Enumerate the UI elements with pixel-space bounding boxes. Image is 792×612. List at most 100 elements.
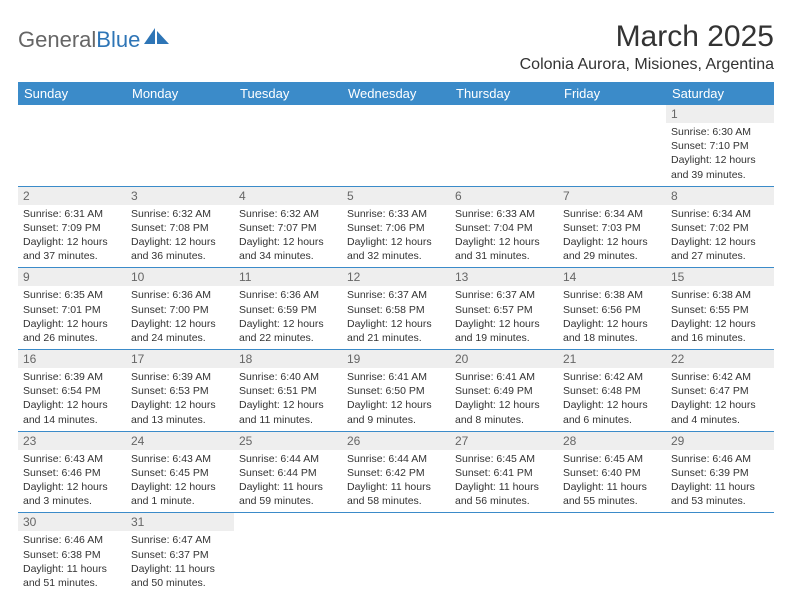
day-content: Sunrise: 6:37 AM Sunset: 6:58 PM Dayligh… [342,286,450,349]
day-content: Sunrise: 6:34 AM Sunset: 7:02 PM Dayligh… [666,205,774,268]
logo-sail-icon [144,26,170,52]
day-number: 16 [18,350,126,368]
day-content: Sunrise: 6:46 AM Sunset: 6:39 PM Dayligh… [666,450,774,513]
calendar-day-cell: 5 Sunrise: 6:33 AM Sunset: 7:06 PM Dayli… [342,186,450,268]
calendar-body: 1 Sunrise: 6:30 AM Sunset: 7:10 PM Dayli… [18,105,774,594]
day-content: Sunrise: 6:33 AM Sunset: 7:04 PM Dayligh… [450,205,558,268]
weekday-header: Wednesday [342,82,450,105]
logo-text-blue: Blue [96,27,140,53]
calendar-day-cell: 9 Sunrise: 6:35 AM Sunset: 7:01 PM Dayli… [18,268,126,350]
day-number: 9 [18,268,126,286]
calendar-day-cell: 19 Sunrise: 6:41 AM Sunset: 6:50 PM Dayl… [342,350,450,432]
calendar-empty-cell [450,513,558,594]
calendar-day-cell: 16 Sunrise: 6:39 AM Sunset: 6:54 PM Dayl… [18,350,126,432]
day-number: 24 [126,432,234,450]
calendar-day-cell: 20 Sunrise: 6:41 AM Sunset: 6:49 PM Dayl… [450,350,558,432]
calendar-row: 30 Sunrise: 6:46 AM Sunset: 6:38 PM Dayl… [18,513,774,594]
calendar-day-cell: 22 Sunrise: 6:42 AM Sunset: 6:47 PM Dayl… [666,350,774,432]
calendar-day-cell: 24 Sunrise: 6:43 AM Sunset: 6:45 PM Dayl… [126,431,234,513]
day-content: Sunrise: 6:38 AM Sunset: 6:56 PM Dayligh… [558,286,666,349]
day-number: 4 [234,187,342,205]
day-number: 18 [234,350,342,368]
day-content: Sunrise: 6:36 AM Sunset: 6:59 PM Dayligh… [234,286,342,349]
day-number: 8 [666,187,774,205]
calendar-empty-cell [558,513,666,594]
calendar-day-cell: 28 Sunrise: 6:45 AM Sunset: 6:40 PM Dayl… [558,431,666,513]
day-number: 22 [666,350,774,368]
day-number: 31 [126,513,234,531]
day-number: 27 [450,432,558,450]
day-number: 12 [342,268,450,286]
day-number: 28 [558,432,666,450]
calendar-day-cell: 4 Sunrise: 6:32 AM Sunset: 7:07 PM Dayli… [234,186,342,268]
day-number: 6 [450,187,558,205]
weekday-header: Sunday [18,82,126,105]
day-content: Sunrise: 6:41 AM Sunset: 6:50 PM Dayligh… [342,368,450,431]
calendar-row: 23 Sunrise: 6:43 AM Sunset: 6:46 PM Dayl… [18,431,774,513]
weekday-header: Monday [126,82,234,105]
day-number: 1 [666,105,774,123]
day-number: 20 [450,350,558,368]
calendar-empty-cell [450,105,558,186]
day-content: Sunrise: 6:43 AM Sunset: 6:45 PM Dayligh… [126,450,234,513]
calendar-table: Sunday Monday Tuesday Wednesday Thursday… [18,82,774,594]
day-content: Sunrise: 6:43 AM Sunset: 6:46 PM Dayligh… [18,450,126,513]
day-content: Sunrise: 6:33 AM Sunset: 7:06 PM Dayligh… [342,205,450,268]
day-number: 26 [342,432,450,450]
day-content: Sunrise: 6:35 AM Sunset: 7:01 PM Dayligh… [18,286,126,349]
location-text: Colonia Aurora, Misiones, Argentina [520,56,774,74]
calendar-day-cell: 12 Sunrise: 6:37 AM Sunset: 6:58 PM Dayl… [342,268,450,350]
calendar-day-cell: 27 Sunrise: 6:45 AM Sunset: 6:41 PM Dayl… [450,431,558,513]
day-content: Sunrise: 6:38 AM Sunset: 6:55 PM Dayligh… [666,286,774,349]
day-content: Sunrise: 6:45 AM Sunset: 6:41 PM Dayligh… [450,450,558,513]
calendar-day-cell: 21 Sunrise: 6:42 AM Sunset: 6:48 PM Dayl… [558,350,666,432]
calendar-day-cell: 7 Sunrise: 6:34 AM Sunset: 7:03 PM Dayli… [558,186,666,268]
day-content: Sunrise: 6:40 AM Sunset: 6:51 PM Dayligh… [234,368,342,431]
day-content: Sunrise: 6:42 AM Sunset: 6:48 PM Dayligh… [558,368,666,431]
logo: GeneralBlue [18,20,170,54]
calendar-day-cell: 15 Sunrise: 6:38 AM Sunset: 6:55 PM Dayl… [666,268,774,350]
calendar-row: 16 Sunrise: 6:39 AM Sunset: 6:54 PM Dayl… [18,350,774,432]
calendar-day-cell: 2 Sunrise: 6:31 AM Sunset: 7:09 PM Dayli… [18,186,126,268]
day-number: 10 [126,268,234,286]
calendar-empty-cell [126,105,234,186]
day-content: Sunrise: 6:44 AM Sunset: 6:44 PM Dayligh… [234,450,342,513]
day-content: Sunrise: 6:30 AM Sunset: 7:10 PM Dayligh… [666,123,774,186]
header: GeneralBlue March 2025 Colonia Aurora, M… [18,20,774,74]
day-number: 29 [666,432,774,450]
day-content: Sunrise: 6:39 AM Sunset: 6:54 PM Dayligh… [18,368,126,431]
day-number: 5 [342,187,450,205]
day-content: Sunrise: 6:46 AM Sunset: 6:38 PM Dayligh… [18,531,126,594]
day-content: Sunrise: 6:31 AM Sunset: 7:09 PM Dayligh… [18,205,126,268]
day-number: 30 [18,513,126,531]
weekday-header: Saturday [666,82,774,105]
calendar-day-cell: 3 Sunrise: 6:32 AM Sunset: 7:08 PM Dayli… [126,186,234,268]
day-number: 2 [18,187,126,205]
day-content: Sunrise: 6:47 AM Sunset: 6:37 PM Dayligh… [126,531,234,594]
calendar-empty-cell [234,513,342,594]
calendar-day-cell: 23 Sunrise: 6:43 AM Sunset: 6:46 PM Dayl… [18,431,126,513]
calendar-day-cell: 13 Sunrise: 6:37 AM Sunset: 6:57 PM Dayl… [450,268,558,350]
weekday-header-row: Sunday Monday Tuesday Wednesday Thursday… [18,82,774,105]
day-number: 3 [126,187,234,205]
calendar-row: 9 Sunrise: 6:35 AM Sunset: 7:01 PM Dayli… [18,268,774,350]
calendar-day-cell: 11 Sunrise: 6:36 AM Sunset: 6:59 PM Dayl… [234,268,342,350]
calendar-day-cell: 31 Sunrise: 6:47 AM Sunset: 6:37 PM Dayl… [126,513,234,594]
calendar-day-cell: 14 Sunrise: 6:38 AM Sunset: 6:56 PM Dayl… [558,268,666,350]
calendar-day-cell: 25 Sunrise: 6:44 AM Sunset: 6:44 PM Dayl… [234,431,342,513]
logo-text-general: General [18,27,96,53]
calendar-row: 1 Sunrise: 6:30 AM Sunset: 7:10 PM Dayli… [18,105,774,186]
day-number: 15 [666,268,774,286]
day-number: 25 [234,432,342,450]
calendar-day-cell: 29 Sunrise: 6:46 AM Sunset: 6:39 PM Dayl… [666,431,774,513]
calendar-empty-cell [342,513,450,594]
calendar-empty-cell [342,105,450,186]
weekday-header: Tuesday [234,82,342,105]
calendar-day-cell: 6 Sunrise: 6:33 AM Sunset: 7:04 PM Dayli… [450,186,558,268]
day-number: 13 [450,268,558,286]
calendar-empty-cell [234,105,342,186]
day-content: Sunrise: 6:32 AM Sunset: 7:07 PM Dayligh… [234,205,342,268]
day-content: Sunrise: 6:36 AM Sunset: 7:00 PM Dayligh… [126,286,234,349]
calendar-day-cell: 18 Sunrise: 6:40 AM Sunset: 6:51 PM Dayl… [234,350,342,432]
weekday-header: Friday [558,82,666,105]
